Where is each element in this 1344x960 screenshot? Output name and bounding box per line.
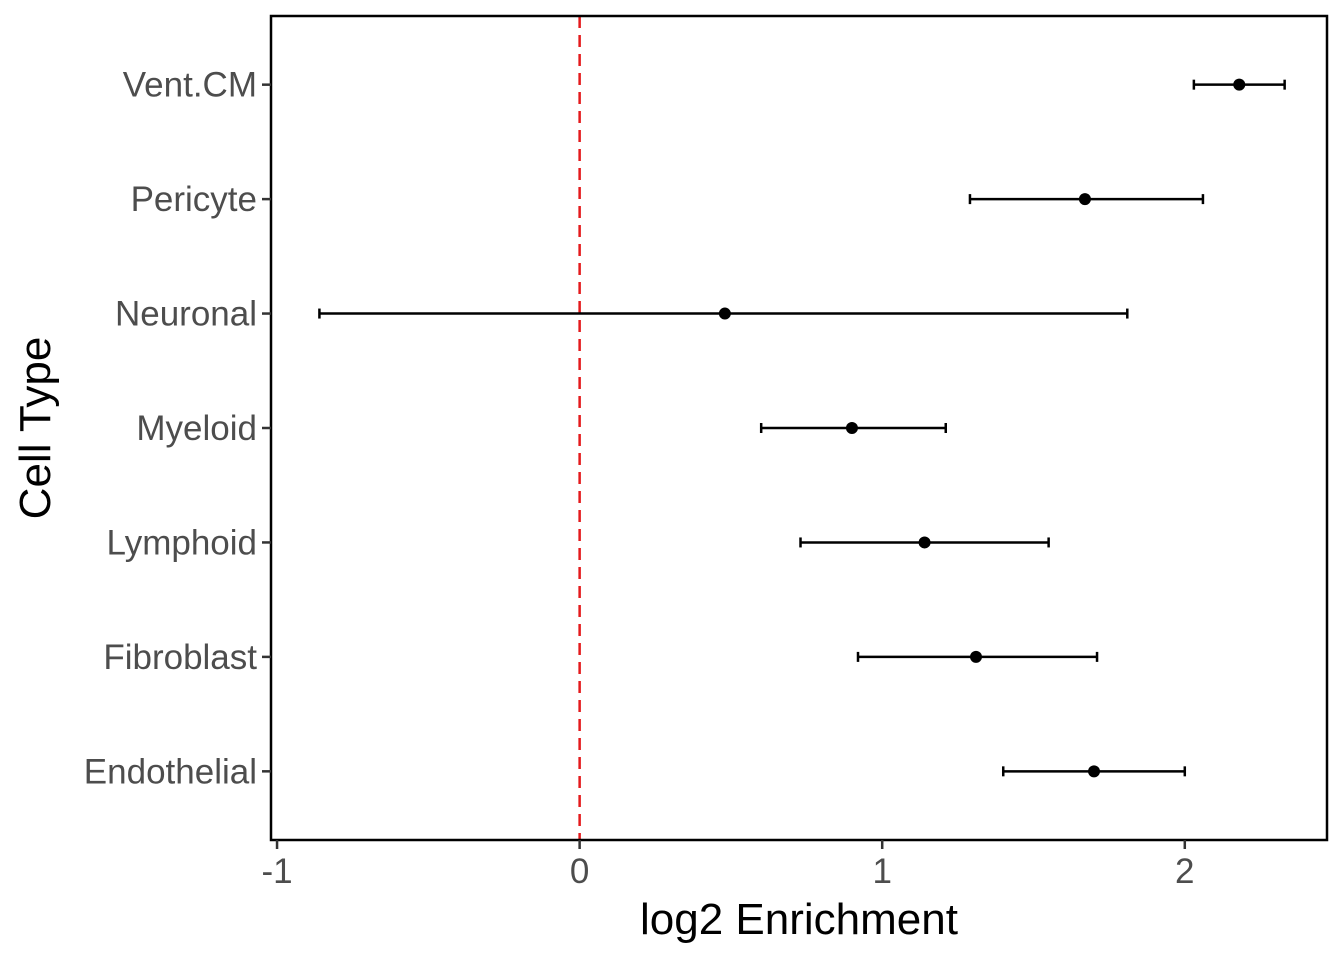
estimate-point (718, 307, 731, 320)
x-tick-label: 1 (872, 852, 891, 891)
estimate-point (1088, 765, 1101, 778)
estimate-point (918, 536, 931, 549)
y-tick-label: Myeloid (136, 409, 257, 448)
estimate-point (1078, 193, 1091, 206)
estimate-point (1233, 78, 1246, 91)
estimate-point (845, 422, 858, 434)
y-tick-label: Fibroblast (103, 638, 257, 677)
y-tick-label: Endothelial (84, 752, 257, 791)
estimate-point (970, 650, 983, 663)
x-tick-label: 0 (570, 852, 589, 891)
x-tick-label: 2 (1175, 852, 1194, 891)
y-tick-label: Neuronal (115, 295, 257, 334)
y-tick-label: Lymphoid (107, 523, 257, 562)
y-tick-label: Pericyte (131, 180, 257, 219)
y-tick-label: Vent.CM (123, 66, 257, 105)
y-axis-title: Cell Type (11, 337, 60, 520)
x-axis-title: log2 Enrichment (640, 895, 958, 944)
x-tick-label: -1 (261, 852, 292, 891)
